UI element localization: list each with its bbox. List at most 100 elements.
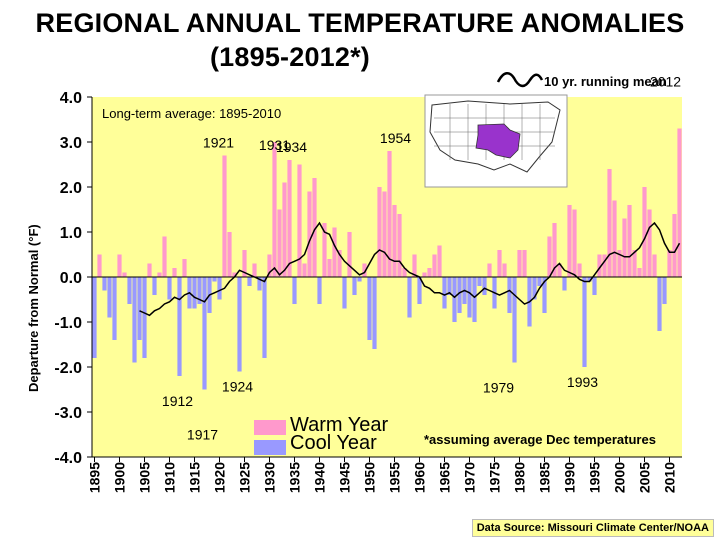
legend-warm-swatch [254, 420, 286, 435]
bar-1998 [607, 169, 612, 277]
annotation-1954: 1954 [380, 130, 411, 146]
bar-1979 [512, 277, 517, 363]
bar-1911 [172, 268, 177, 277]
bar-1924 [237, 277, 242, 372]
bar-1972 [477, 277, 482, 286]
bar-2002 [627, 205, 632, 277]
data-source: Data Source: Missouri Climate Center/NOA… [471, 519, 714, 537]
bar-1909 [162, 236, 167, 277]
bar-2006 [647, 209, 652, 277]
bar-1943 [332, 227, 337, 277]
x-tick-label: 1990 [562, 462, 578, 493]
x-tick-label: 1910 [162, 462, 178, 493]
bar-1956 [397, 214, 402, 277]
bar-1966 [447, 277, 452, 295]
bar-1900 [117, 254, 122, 277]
x-tick-label: 1960 [412, 462, 428, 493]
bar-1967 [452, 277, 457, 322]
bar-1951 [372, 277, 377, 349]
bar-1928 [257, 277, 262, 291]
x-tick-label: 1935 [287, 462, 303, 493]
bar-1976 [497, 250, 502, 277]
bar-1899 [112, 277, 117, 340]
bar-1925 [242, 250, 247, 277]
bar-1919 [212, 277, 217, 282]
long-term-average-label: Long-term average: 1895-2010 [102, 106, 281, 121]
annotation-1934: 1934 [276, 139, 307, 155]
bar-1921 [222, 155, 227, 277]
bar-1927 [252, 263, 257, 277]
bar-1939 [312, 178, 317, 277]
bar-2012 [677, 128, 682, 277]
x-tick-label: 1930 [262, 462, 278, 493]
x-tick-label: 1975 [487, 462, 503, 493]
x-tick-label: 1895 [87, 462, 103, 493]
x-tick-label: 2010 [662, 462, 678, 493]
bar-1902 [127, 277, 132, 304]
y-tick-label: 4.0 [60, 90, 82, 107]
bar-1912 [177, 277, 182, 376]
y-tick-label: -3.0 [54, 405, 82, 422]
bar-1974 [487, 263, 492, 277]
bar-1964 [437, 245, 442, 277]
x-tick-label: 1940 [312, 462, 328, 493]
bar-1920 [217, 277, 222, 300]
y-tick-label: -1.0 [54, 315, 82, 332]
chart-title-line1: REGIONAL ANNUAL TEMPERATURE ANOMALIES [35, 8, 685, 38]
annotation-1924: 1924 [222, 379, 253, 395]
bar-1917 [202, 277, 207, 390]
bar-2010 [667, 250, 672, 277]
bar-1940 [317, 277, 322, 304]
bar-2001 [622, 218, 627, 277]
bar-1971 [472, 277, 477, 322]
bar-1904 [137, 277, 142, 340]
bar-1949 [362, 263, 367, 277]
x-tick-label: 1905 [137, 462, 153, 493]
bar-1989 [562, 277, 567, 291]
bar-1910 [167, 277, 172, 300]
bar-1952 [377, 187, 382, 277]
y-tick-label: 1.0 [60, 225, 82, 242]
bar-2005 [642, 187, 647, 277]
bar-1963 [432, 254, 437, 277]
bar-1930 [267, 254, 272, 277]
x-tick-label: 1980 [512, 462, 528, 493]
bar-1895 [92, 277, 97, 358]
annotation-1917: 1917 [187, 427, 218, 443]
bar-1936 [297, 164, 302, 277]
bar-1937 [302, 263, 307, 277]
bar-1950 [367, 277, 372, 340]
x-tick-label: 1915 [187, 462, 203, 493]
us-map-region-icon [424, 94, 568, 188]
bar-1992 [577, 263, 582, 277]
x-tick-label: 1965 [437, 462, 453, 493]
annotation-1993: 1993 [567, 374, 598, 390]
bar-1996 [597, 254, 602, 277]
bar-1990 [567, 205, 572, 277]
x-tick-label: 1970 [462, 462, 478, 493]
x-tick-label: 1950 [362, 462, 378, 493]
running-mean-key: 10 yr. running mean [496, 72, 667, 89]
bar-1958 [407, 277, 412, 318]
legend-cool-label: Cool Year [290, 432, 377, 454]
bar-1916 [197, 277, 202, 304]
y-axis-label: Departure from Normal (°F) [26, 224, 41, 392]
bar-2007 [652, 254, 657, 277]
bar-1946 [347, 232, 352, 277]
x-tick-label: 1920 [212, 462, 228, 493]
bar-1896 [97, 254, 102, 277]
bar-1938 [307, 191, 312, 277]
bar-1942 [327, 259, 332, 277]
legend-cool-swatch [254, 440, 286, 455]
bar-1923 [232, 272, 237, 277]
bar-1898 [107, 277, 112, 318]
bar-1968 [457, 277, 462, 313]
bar-1944 [337, 250, 342, 277]
y-tick-label: -4.0 [54, 450, 82, 467]
bar-1988 [557, 263, 562, 277]
footnote: *assuming average Dec temperatures [424, 432, 656, 447]
bar-1980 [517, 250, 522, 277]
bar-1985 [542, 277, 547, 313]
bar-1913 [182, 259, 187, 277]
